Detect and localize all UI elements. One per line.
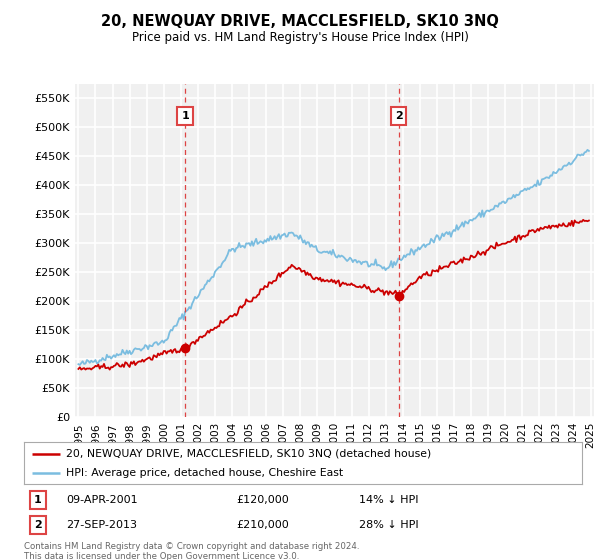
Text: Contains HM Land Registry data © Crown copyright and database right 2024.
This d: Contains HM Land Registry data © Crown c… [24,542,359,560]
Text: Price paid vs. HM Land Registry's House Price Index (HPI): Price paid vs. HM Land Registry's House … [131,31,469,44]
Text: 09-APR-2001: 09-APR-2001 [66,495,137,505]
Text: 28% ↓ HPI: 28% ↓ HPI [359,520,418,530]
Text: 20, NEWQUAY DRIVE, MACCLESFIELD, SK10 3NQ (detached house): 20, NEWQUAY DRIVE, MACCLESFIELD, SK10 3N… [66,449,431,459]
Text: 14% ↓ HPI: 14% ↓ HPI [359,495,418,505]
Text: £210,000: £210,000 [236,520,289,530]
Text: 27-SEP-2013: 27-SEP-2013 [66,520,137,530]
Text: 1: 1 [181,111,189,121]
Text: 20, NEWQUAY DRIVE, MACCLESFIELD, SK10 3NQ: 20, NEWQUAY DRIVE, MACCLESFIELD, SK10 3N… [101,14,499,29]
Text: HPI: Average price, detached house, Cheshire East: HPI: Average price, detached house, Ches… [66,468,343,478]
Text: 2: 2 [34,520,42,530]
Text: 1: 1 [34,495,42,505]
Text: 2: 2 [395,111,403,121]
Text: £120,000: £120,000 [236,495,289,505]
